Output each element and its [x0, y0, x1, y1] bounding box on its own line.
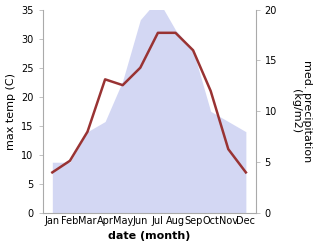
Y-axis label: med. precipitation
(kg/m2): med. precipitation (kg/m2): [291, 60, 313, 163]
Y-axis label: max temp (C): max temp (C): [5, 73, 16, 150]
X-axis label: date (month): date (month): [108, 231, 190, 242]
